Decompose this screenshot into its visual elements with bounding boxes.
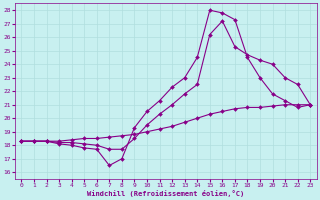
X-axis label: Windchill (Refroidissement éolien,°C): Windchill (Refroidissement éolien,°C): [87, 190, 244, 197]
